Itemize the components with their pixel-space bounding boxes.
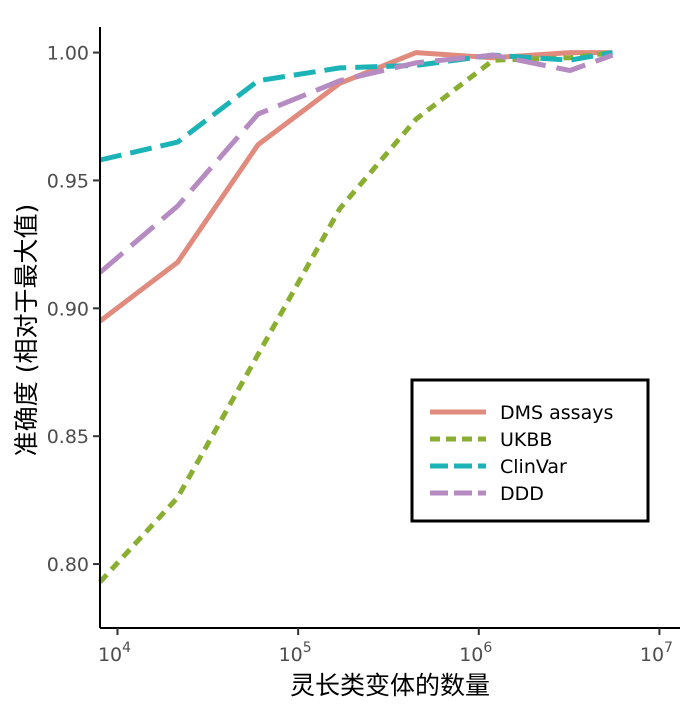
y-tick-label-0: 0.80 (47, 554, 89, 576)
series-line-3 (98, 52, 614, 275)
x-tick-label-2: 106 (459, 640, 492, 666)
series-layer (98, 50, 614, 584)
y-tick-label-3: 0.95 (47, 170, 89, 192)
legend-label-1: UKBB (500, 429, 552, 451)
series-line-2 (99, 50, 613, 163)
legend-label-2: ClinVar (500, 456, 567, 478)
legend: DMS assays UKBB ClinVar DDD (410, 378, 650, 523)
legend-box (410, 378, 650, 523)
series-line-0 (98, 50, 613, 324)
legend-label-0: DMS assays (500, 402, 613, 424)
ticks-layer: 0.80 0.85 0.90 0.95 1.00 104 105 106 107 (47, 43, 673, 666)
x-tick-label-3: 107 (640, 640, 673, 666)
x-tick-label-1: 105 (279, 640, 312, 666)
legend-label-3: DDD (500, 483, 544, 505)
y-axis-title: 准确度 (相对于最大值) (12, 204, 41, 456)
series-line-1 (98, 50, 613, 584)
y-tick-label-2: 0.90 (47, 298, 89, 320)
axes-layer (99, 27, 680, 629)
y-tick-label-1: 0.85 (47, 426, 89, 448)
x-axis-title: 灵长类变体的数量 (290, 671, 490, 700)
y-tick-label-4: 1.00 (47, 43, 89, 65)
x-tick-label-0: 104 (98, 640, 131, 666)
